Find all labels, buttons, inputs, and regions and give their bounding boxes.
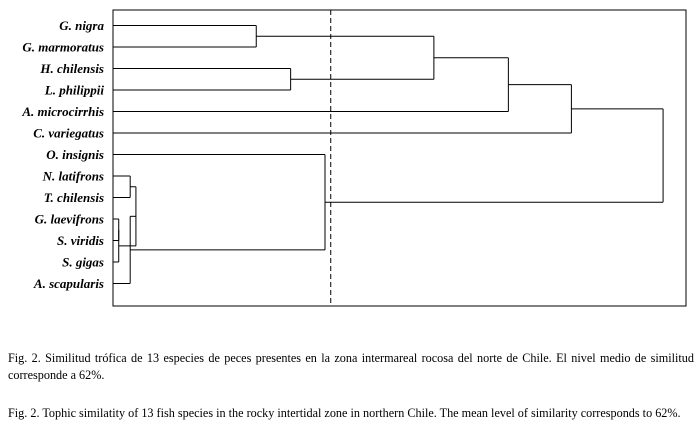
species-label: A. microcirrhis (21, 104, 104, 119)
species-label: L. philippii (44, 83, 105, 98)
species-label: G. marmoratus (22, 40, 104, 55)
dendrogram-figure: G. nigra G. marmoratus H. chilensis L. phil… (21, 9, 687, 307)
species-label: C. variegatus (33, 126, 104, 141)
species-label: A. scapularis (33, 276, 104, 291)
species-label: S. gigas (62, 255, 104, 270)
caption-spanish: Fig. 2. Similitud trófica de 13 especies… (8, 351, 694, 383)
species-label: T. chilensis (44, 190, 104, 205)
plot-frame (112, 9, 687, 307)
species-label: N. latifrons (42, 169, 104, 184)
species-label: S. viridis (57, 233, 104, 248)
species-label: H. chilensis (39, 61, 104, 76)
species-label: G. laevifrons (35, 212, 104, 227)
dendrogram-chart: G. nigra G. marmoratus H. chilensis L. phil… (21, 9, 687, 307)
caption-english: Fig. 2. Tophic similatity of 13 fish spe… (8, 406, 681, 421)
species-label: G. nigra (59, 18, 104, 33)
species-label: O. insignis (46, 147, 104, 162)
